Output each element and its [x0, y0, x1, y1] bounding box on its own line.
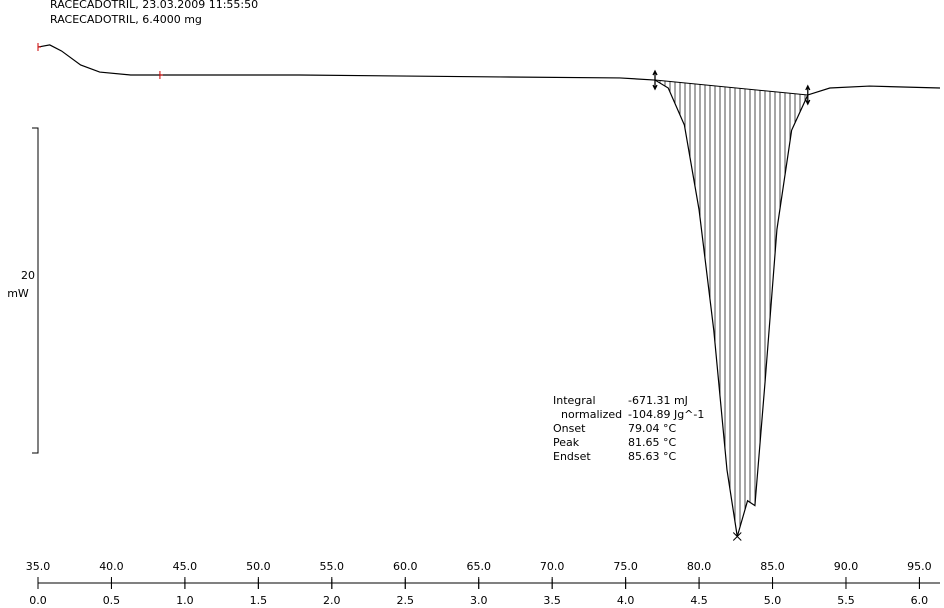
x-tick-label: 45.0: [173, 560, 198, 573]
result-value: 79.04 °C: [628, 422, 676, 435]
result-label: Integral: [553, 394, 596, 407]
x2-tick-label: 3.5: [543, 594, 561, 607]
result-label: Peak: [553, 436, 580, 449]
x2-tick-label: 6.0: [911, 594, 929, 607]
scale-value: 20: [21, 269, 35, 282]
header-line: RACECADOTRIL, 23.03.2009 11:55:50: [50, 0, 258, 11]
x-tick-label: 75.0: [613, 560, 638, 573]
integration-baseline: [654, 79, 808, 96]
x-tick-label: 65.0: [466, 560, 491, 573]
x2-tick-label: 2.5: [397, 594, 415, 607]
curve: [37, 44, 941, 537]
x-tick-label: 50.0: [246, 560, 271, 573]
integration-hatch: [659, 80, 806, 527]
x2-tick-label: 4.0: [617, 594, 635, 607]
x-tick-label: 55.0: [320, 560, 345, 573]
x-tick-label: 40.0: [99, 560, 124, 573]
eval-marker: [37, 43, 41, 52]
result-label: Endset: [553, 450, 591, 463]
x2-tick-label: 5.0: [764, 594, 782, 607]
result-value: 85.63 °C: [628, 450, 676, 463]
x2-tick-label: 0.0: [29, 594, 47, 607]
x-tick-label: 35.0: [26, 560, 51, 573]
result-value: 81.65 °C: [628, 436, 676, 449]
x-tick-label: 85.0: [760, 560, 785, 573]
x-tick-label: 95.0: [907, 560, 932, 573]
x2-tick-label: 4.5: [690, 594, 708, 607]
x-tick-label: 60.0: [393, 560, 418, 573]
x2-tick-label: 2.0: [323, 594, 341, 607]
result-value: -104.89 Jg^-1: [628, 408, 704, 421]
result-value: -671.31 mJ: [628, 394, 688, 407]
scale-unit: mW: [7, 287, 29, 300]
peak-marker: [732, 532, 742, 541]
x-tick-label: 70.0: [540, 560, 565, 573]
x2-tick-label: 3.0: [470, 594, 488, 607]
x2-tick-label: 5.5: [837, 594, 855, 607]
result-label: normalized: [561, 408, 622, 421]
x-tick-label: 80.0: [687, 560, 712, 573]
scale-bar: [32, 127, 39, 454]
x2-tick-label: 0.5: [103, 594, 121, 607]
x2-tick-label: 1.0: [176, 594, 194, 607]
eval-marker: [159, 71, 163, 79]
x-tick-label: 90.0: [834, 560, 859, 573]
header-line: RACECADOTRIL, 6.4000 mg: [50, 13, 202, 26]
x2-tick-label: 1.5: [250, 594, 268, 607]
result-label: Onset: [553, 422, 586, 435]
